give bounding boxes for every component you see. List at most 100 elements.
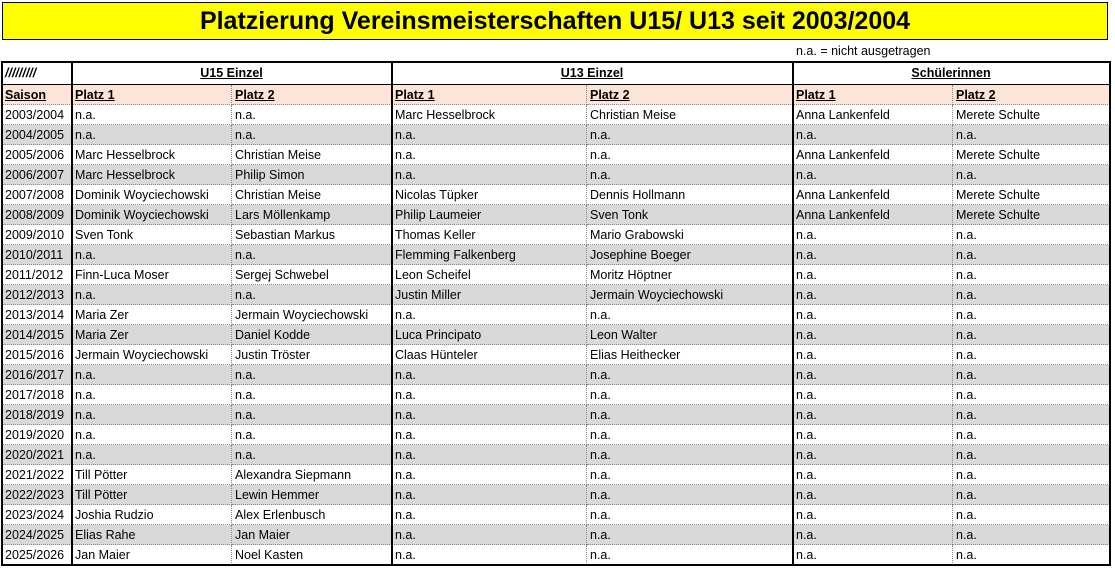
name-cell: n.a. <box>793 225 953 245</box>
name-cell: Christian Meise <box>232 185 392 205</box>
column-header: Platz 1 <box>392 85 587 105</box>
border-line <box>792 62 794 565</box>
name-cell: Anna Lankenfeld <box>793 185 953 205</box>
name-cell: n.a. <box>953 525 1110 545</box>
name-cell: Jermain Woyciechowski <box>587 285 793 305</box>
name-cell: n.a. <box>587 525 793 545</box>
name-cell: n.a. <box>587 505 793 525</box>
name-cell: n.a. <box>72 445 232 465</box>
name-cell: n.a. <box>953 225 1110 245</box>
name-cell: Merete Schulte <box>953 105 1110 125</box>
name-cell: n.a. <box>392 165 587 185</box>
season-cell: 2016/2017 <box>2 365 72 385</box>
note: n.a. = nicht ausgetragen <box>796 44 931 58</box>
name-cell: Flemming Falkenberg <box>392 245 587 265</box>
name-cell: Daniel Kodde <box>232 325 392 345</box>
name-cell: n.a. <box>232 445 392 465</box>
name-cell: n.a. <box>392 125 587 145</box>
name-cell: n.a. <box>392 305 587 325</box>
season-cell: 2011/2012 <box>2 265 72 285</box>
name-cell: n.a. <box>953 265 1110 285</box>
season-cell: 2023/2024 <box>2 505 72 525</box>
column-header: Platz 1 <box>72 85 232 105</box>
group-header: Schülerinnen <box>793 62 1110 85</box>
name-cell: n.a. <box>953 465 1110 485</box>
name-cell: n.a. <box>953 165 1110 185</box>
name-cell: Moritz Höptner <box>587 265 793 285</box>
name-cell: Marc Hesselbrock <box>72 145 232 165</box>
group-header: U13 Einzel <box>392 62 793 85</box>
season-cell: 2018/2019 <box>2 405 72 425</box>
name-cell: n.a. <box>793 485 953 505</box>
season-cell: 2021/2022 <box>2 465 72 485</box>
name-cell: Finn-Luca Moser <box>72 265 232 285</box>
name-cell: Christian Meise <box>587 105 793 125</box>
season-cell: 2014/2015 <box>2 325 72 345</box>
name-cell: n.a. <box>953 505 1110 525</box>
name-cell: n.a. <box>587 485 793 505</box>
name-cell: n.a. <box>953 325 1110 345</box>
name-cell: n.a. <box>953 385 1110 405</box>
name-cell: Sven Tonk <box>72 225 232 245</box>
name-cell: Jan Maier <box>232 525 392 545</box>
season-cell: 2012/2013 <box>2 285 72 305</box>
column-header: Platz 2 <box>587 85 793 105</box>
name-cell: n.a. <box>392 505 587 525</box>
season-cell: 2009/2010 <box>2 225 72 245</box>
name-cell: n.a. <box>587 385 793 405</box>
name-cell: n.a. <box>793 445 953 465</box>
name-cell: n.a. <box>392 525 587 545</box>
name-cell: Josephine Boeger <box>587 245 793 265</box>
name-cell: n.a. <box>793 465 953 485</box>
name-cell: n.a. <box>232 105 392 125</box>
name-cell: n.a. <box>953 485 1110 505</box>
season-cell: 2025/2026 <box>2 545 72 565</box>
season-cell: 2006/2007 <box>2 165 72 185</box>
name-cell: n.a. <box>587 145 793 165</box>
name-cell: n.a. <box>953 445 1110 465</box>
name-cell: Sebastian Markus <box>232 225 392 245</box>
season-cell: 2017/2018 <box>2 385 72 405</box>
name-cell: Merete Schulte <box>953 185 1110 205</box>
name-cell: n.a. <box>72 405 232 425</box>
name-cell: n.a. <box>392 545 587 565</box>
name-cell: Luca Principato <box>392 325 587 345</box>
season-cell: 2005/2006 <box>2 145 72 165</box>
name-cell: n.a. <box>793 425 953 445</box>
name-cell: n.a. <box>587 165 793 185</box>
season-cell: 2003/2004 <box>2 105 72 125</box>
name-cell: n.a. <box>793 365 953 385</box>
name-cell: Dominik Woyciechowski <box>72 185 232 205</box>
name-cell: Claas Hünteler <box>392 345 587 365</box>
name-cell: Jermain Woyciechowski <box>72 345 232 365</box>
name-cell: Lars Möllenkamp <box>232 205 392 225</box>
border-line <box>391 62 393 565</box>
name-cell: n.a. <box>953 245 1110 265</box>
name-cell: Philip Laumeier <box>392 205 587 225</box>
name-cell: Till Pötter <box>72 465 232 485</box>
name-cell: Merete Schulte <box>953 205 1110 225</box>
name-cell: Anna Lankenfeld <box>793 145 953 165</box>
name-cell: n.a. <box>953 285 1110 305</box>
name-cell: n.a. <box>232 425 392 445</box>
name-cell: Joshia Rudzio <box>72 505 232 525</box>
name-cell: Alexandra Siepmann <box>232 465 392 485</box>
name-cell: Nicolas Tüpker <box>392 185 587 205</box>
season-cell: 2007/2008 <box>2 185 72 205</box>
name-cell: n.a. <box>793 265 953 285</box>
season-cell: 2020/2021 <box>2 445 72 465</box>
name-cell: n.a. <box>232 365 392 385</box>
name-cell: n.a. <box>392 485 587 505</box>
name-cell: Justin Miller <box>392 285 587 305</box>
name-cell: n.a. <box>793 245 953 265</box>
name-cell: Sergej Schwebel <box>232 265 392 285</box>
corner-cell: ///////// <box>2 62 72 85</box>
name-cell: n.a. <box>587 305 793 325</box>
season-cell: 2015/2016 <box>2 345 72 365</box>
name-cell: n.a. <box>793 285 953 305</box>
name-cell: Jan Maier <box>72 545 232 565</box>
name-cell: Merete Schulte <box>953 145 1110 165</box>
name-cell: Leon Walter <box>587 325 793 345</box>
name-cell: n.a. <box>587 425 793 445</box>
